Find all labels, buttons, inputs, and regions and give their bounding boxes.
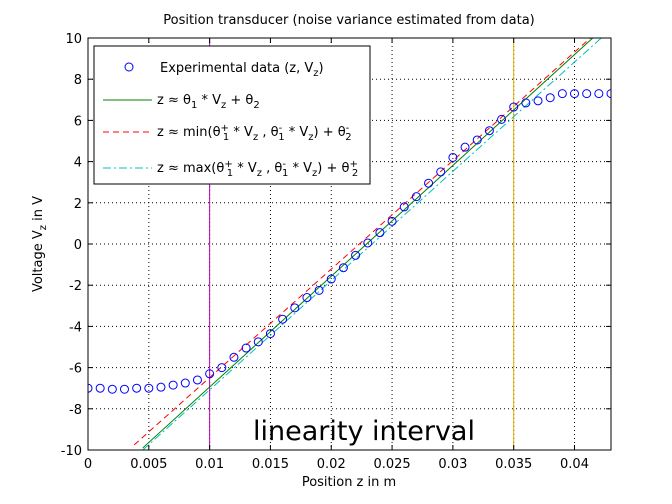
y-tick-label: -2	[69, 279, 82, 294]
y-tick-label: 2	[74, 197, 82, 212]
data-point	[399, 202, 409, 212]
data-point	[88, 383, 93, 393]
data-point	[253, 337, 263, 347]
y-axis-label: Voltage Vz in V	[31, 196, 49, 292]
data-point	[521, 98, 531, 108]
data-point	[156, 382, 166, 392]
data-point	[594, 89, 604, 99]
legend: Experimental data (z, Vz) z ≈ θ1 * Vz + …	[93, 45, 371, 185]
x-tick-label: 0.005	[130, 457, 167, 472]
data-point	[180, 378, 190, 388]
y-tick-label: 8	[74, 73, 82, 88]
x-axis-label: Position z in m	[302, 475, 396, 490]
y-tick-labels: -10 -8 -6 -4 -2 0 2 4 6 8 10	[61, 32, 82, 459]
data-point	[229, 352, 239, 362]
y-tick-label: -4	[69, 320, 82, 335]
legend-entry-fit: z ≈ θ1 * Vz + θ2	[157, 93, 260, 111]
x-tick-label: 0.015	[252, 457, 289, 472]
y-tick-label: -10	[61, 444, 82, 459]
data-point	[460, 142, 470, 152]
data-point	[290, 303, 300, 313]
data-point	[484, 126, 494, 136]
data-point	[119, 384, 129, 394]
x-tick-label: 0.02	[317, 457, 346, 472]
data-point	[424, 178, 434, 188]
fit-line	[133, 38, 591, 446]
data-point	[509, 102, 519, 112]
x-tick-label: 0.04	[560, 457, 589, 472]
data-point	[338, 263, 348, 273]
data-point	[351, 250, 361, 260]
x-tick-labels: 0 0.005 0.01 0.015 0.02 0.025 0.03 0.035 0.04	[84, 457, 589, 472]
annotation-linearity-interval: linearity interval	[253, 416, 475, 447]
data-point	[448, 152, 458, 162]
data-point	[606, 89, 611, 99]
data-point	[241, 343, 251, 353]
data-point	[314, 285, 324, 295]
data-point	[95, 383, 105, 393]
legend-box	[93, 45, 371, 185]
data-point	[278, 314, 288, 324]
data-point	[144, 383, 154, 393]
axis-ticks	[87, 37, 611, 451]
data-point	[205, 369, 215, 379]
data-point	[387, 216, 397, 226]
data-point	[192, 375, 202, 385]
legend-entry-min: z ≈ min(θ+ 1 * Vz , θ-1 * Vz) + θ-2	[157, 123, 352, 143]
x-tick-label: 0.035	[495, 457, 532, 472]
legend-entry-experimental: Experimental data (z, Vz)	[160, 61, 324, 79]
data-point	[557, 89, 567, 99]
data-point	[363, 238, 373, 248]
data-point	[436, 167, 446, 177]
data-point	[582, 89, 592, 99]
data-point	[265, 329, 275, 339]
data-point	[107, 384, 117, 394]
data-point	[570, 89, 580, 99]
x-tick-label: 0.03	[438, 457, 467, 472]
y-tick-label: -8	[69, 403, 82, 418]
data-point	[375, 228, 385, 238]
legend-entry-max: z ≈ max(θ+ 1 * Vz , θ-1 * Vz) + θ+ 2	[157, 159, 358, 179]
data-point	[132, 383, 142, 393]
y-tick-label: 0	[74, 238, 82, 253]
data-point	[302, 293, 312, 303]
data-point	[497, 114, 507, 124]
y-tick-label: 4	[74, 156, 82, 171]
data-point	[545, 93, 555, 103]
data-point	[533, 96, 543, 106]
x-tick-label: 0.01	[195, 457, 224, 472]
y-tick-label: 10	[65, 32, 82, 47]
data-points	[88, 89, 611, 394]
y-tick-label: -6	[69, 362, 82, 377]
x-tick-label: 0	[84, 457, 92, 472]
x-tick-label: 0.025	[373, 457, 410, 472]
y-tick-label: 6	[74, 114, 82, 129]
data-point	[326, 274, 336, 284]
data-point	[411, 192, 421, 202]
data-point	[472, 135, 482, 145]
chart-title: Position transducer (noise variance esti…	[163, 13, 535, 28]
legend-marker-experimental	[124, 62, 134, 72]
data-point	[217, 363, 227, 373]
data-point	[168, 380, 178, 390]
